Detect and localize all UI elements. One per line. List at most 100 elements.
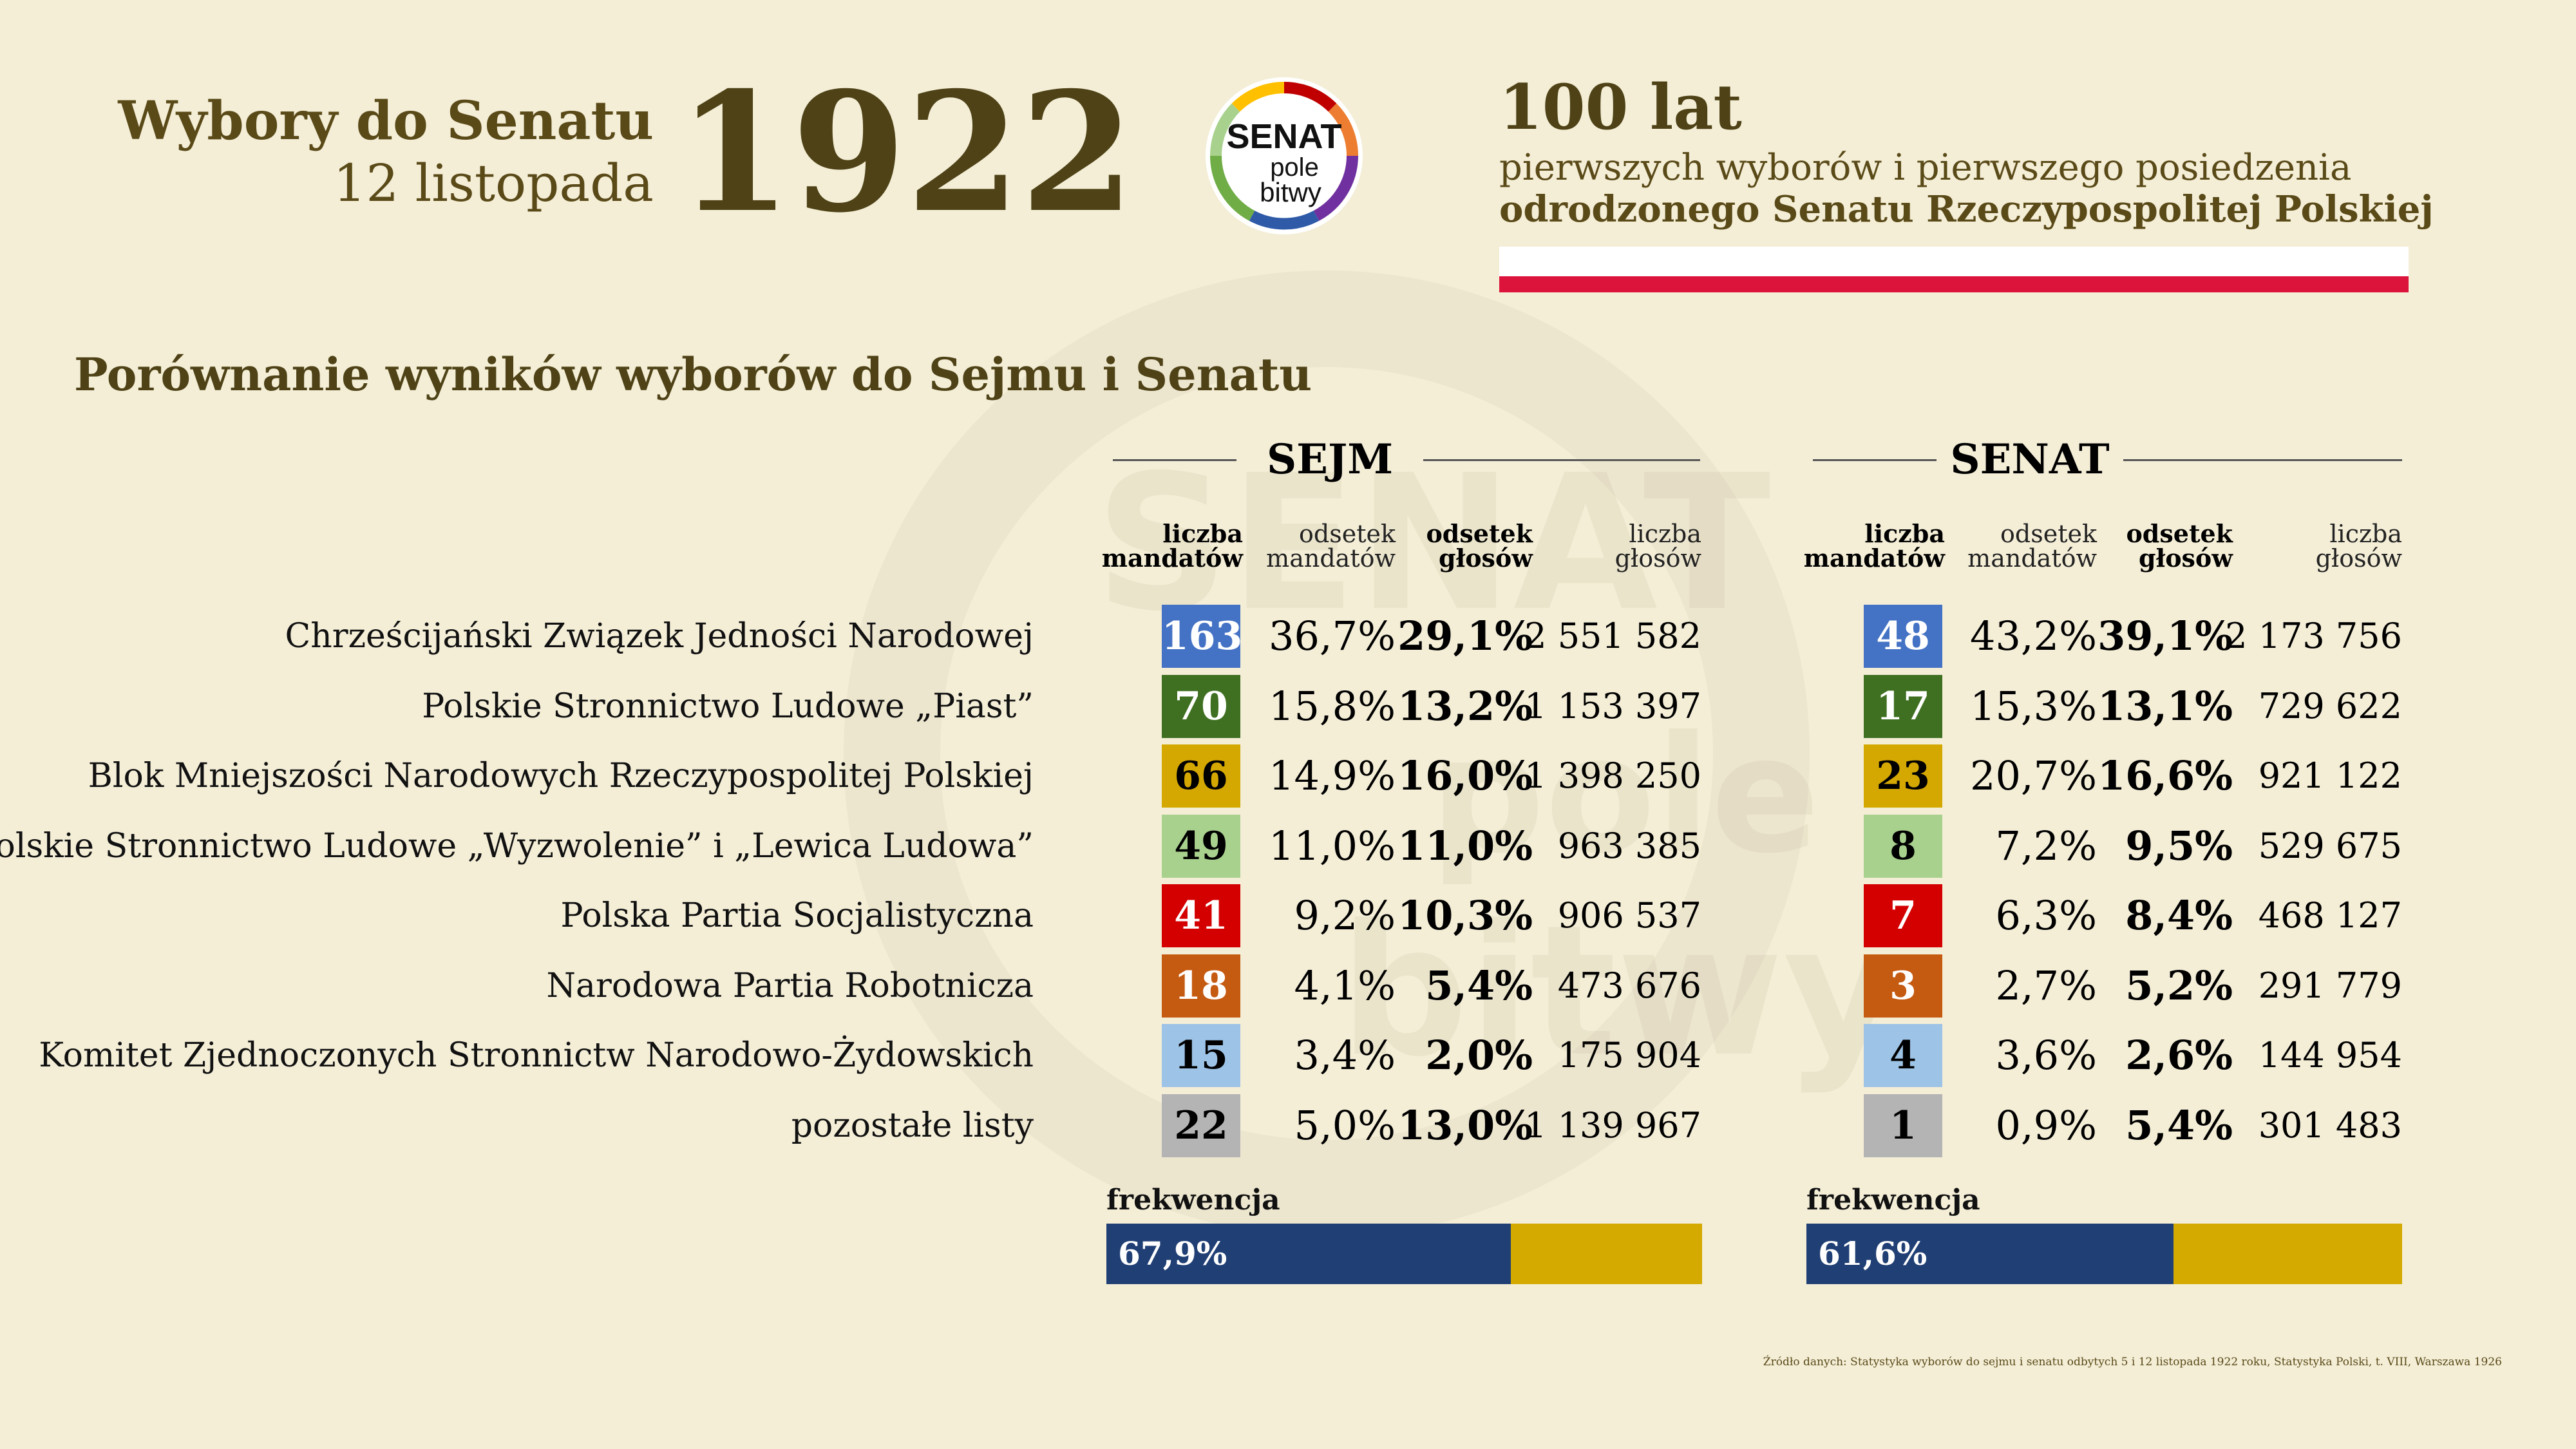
sejm-votes: 906 537 xyxy=(1557,895,1701,936)
senat-heading: SENAT xyxy=(1950,435,2110,484)
senat-vote-share: 16,6% xyxy=(2098,752,2233,799)
sejm-seat-share: 14,9% xyxy=(1269,752,1396,799)
sejm-seat-share: 5,0% xyxy=(1294,1101,1396,1149)
party-name: Blok Mniejszości Narodowych Rzeczypospol… xyxy=(88,757,1034,795)
senat-vote-share: 5,2% xyxy=(2125,961,2233,1009)
sejm-seat-share: 9,2% xyxy=(1294,892,1396,939)
party-name: Polska Partia Socjalistyczna xyxy=(560,896,1034,935)
sejm-turnout-fill xyxy=(1106,1224,1511,1284)
sejm-seat-box: 41 xyxy=(1162,884,1240,947)
watermark-text-bitwy: bitwy xyxy=(1340,887,1901,1097)
sejm-seat-box: 49 xyxy=(1162,814,1240,878)
sejm-colhdr-seats: liczba mandatów xyxy=(1101,519,1243,573)
senat-vote-share: 2,6% xyxy=(2125,1032,2233,1079)
party-name: Polskie Stronnictwo Ludowe „Piast” xyxy=(422,687,1034,726)
sejm-seat-share: 11,0% xyxy=(1269,822,1396,869)
senat-seat-share: 20,7% xyxy=(1970,752,2097,799)
senat-seat-share: 0,9% xyxy=(1995,1101,2097,1149)
logo-background xyxy=(1206,77,1363,234)
senat-vote-share: 8,4% xyxy=(2125,892,2233,939)
section-title: Porównanie wyników wyborów do Sejmu i Se… xyxy=(74,348,1312,401)
anniversary-subtitle-1: pierwszych wyborów i pierwszego posiedze… xyxy=(1499,147,2352,189)
senat-turnout-value: 61,6% xyxy=(1818,1235,1927,1273)
senat-vote-share: 9,5% xyxy=(2125,822,2233,869)
anniversary-title: 100 lat xyxy=(1499,71,1742,144)
logo-text-bitwy: bitwy xyxy=(1260,177,1321,207)
senat-vote-share: 13,1% xyxy=(2098,682,2233,730)
party-name: Chrześcijański Związek Jedności Narodowe… xyxy=(285,617,1034,656)
senat-seat-box: 17 xyxy=(1864,674,1942,738)
sejm-seat-box: 163 xyxy=(1162,605,1242,668)
senat-votes: 921 122 xyxy=(2258,755,2402,796)
senat-vote-share: 5,4% xyxy=(2125,1101,2233,1149)
sejm-turnout-label: frekwencja xyxy=(1106,1184,1280,1217)
sejm-heading-rule-right xyxy=(1423,459,1700,461)
senat-seat-share: 7,2% xyxy=(1995,822,2097,869)
sejm-votes: 1 139 967 xyxy=(1524,1104,1701,1146)
sejm-colhdr-vote-share: odsetek głosów xyxy=(1426,519,1533,573)
sejm-seat-box: 70 xyxy=(1162,674,1240,738)
sejm-colhdr-votes: liczba głosów xyxy=(1615,520,1701,573)
sejm-vote-share: 5,4% xyxy=(1425,961,1533,1009)
sejm-turnout-bar: 67,9% xyxy=(1106,1224,1702,1284)
senat-colhdr-seat-share: odsetek mandatów xyxy=(1967,520,2097,573)
senat-colhdr-seats: liczba mandatów xyxy=(1803,519,1945,573)
senat-seat-box: 8 xyxy=(1864,814,1942,878)
logo-arc-red xyxy=(1283,81,1337,112)
party-name: Komitet Zjednoczonych Stronnictw Narodow… xyxy=(39,1036,1034,1075)
senat-colhdr-vote-share: odsetek głosów xyxy=(2126,519,2233,573)
senat-seat-box: 3 xyxy=(1864,954,1942,1018)
logo-arc-blue xyxy=(1249,210,1320,230)
sejm-heading-rule-left xyxy=(1113,459,1236,461)
sejm-vote-share: 10,3% xyxy=(1397,892,1533,939)
senat-vote-share: 39,1% xyxy=(2098,612,2233,659)
senat-seat-box: 1 xyxy=(1864,1094,1942,1157)
sejm-seat-share: 36,7% xyxy=(1269,612,1396,659)
sejm-votes: 473 676 xyxy=(1557,965,1701,1006)
senat-turnout-bar: 61,6% xyxy=(1806,1224,2402,1284)
header-date: 12 listopada xyxy=(333,153,654,213)
senat-seat-share: 15,3% xyxy=(1970,682,2097,730)
senat-votes: 291 779 xyxy=(2258,965,2402,1006)
senat-seat-share: 3,6% xyxy=(1995,1032,2097,1079)
source-note: Źródło danych: Statystyka wyborów do sej… xyxy=(1763,1356,2502,1368)
party-name: Narodowa Partia Robotnicza xyxy=(546,966,1034,1005)
senat-seat-box: 48 xyxy=(1864,605,1942,668)
logo-text-pole: pole xyxy=(1270,153,1319,182)
sejm-votes: 1 398 250 xyxy=(1524,755,1701,796)
sejm-seat-box: 66 xyxy=(1162,744,1240,808)
sejm-vote-share: 13,0% xyxy=(1397,1101,1533,1149)
senat-heading-rule-right xyxy=(2123,459,2402,461)
senat-seat-box: 7 xyxy=(1864,884,1942,947)
sejm-seat-box: 15 xyxy=(1162,1024,1240,1087)
sejm-seat-share: 15,8% xyxy=(1269,682,1396,730)
anniversary-subtitle-2: odrodzonego Senatu Rzeczypospolitej Pols… xyxy=(1499,188,2434,231)
senat-votes: 468 127 xyxy=(2258,895,2402,936)
logo-arc-orange xyxy=(1328,103,1359,156)
senat-pole-bitwy-logo: SENAT pole bitwy xyxy=(1206,77,1363,234)
logo-arc-yellow xyxy=(1231,81,1285,112)
header-year: 1922 xyxy=(677,57,1135,249)
senat-votes: 529 675 xyxy=(2258,825,2402,866)
watermark-text-pole: pole xyxy=(1430,701,1820,889)
senat-heading-rule-left xyxy=(1813,459,1937,461)
sejm-seat-box: 18 xyxy=(1162,954,1240,1018)
senat-turnout-fill xyxy=(1806,1224,2174,1284)
sejm-votes: 963 385 xyxy=(1557,825,1701,866)
senat-seat-box: 23 xyxy=(1864,744,1942,808)
sejm-vote-share: 29,1% xyxy=(1397,612,1533,659)
sejm-vote-share: 16,0% xyxy=(1397,752,1533,799)
sejm-seat-box: 22 xyxy=(1162,1094,1240,1157)
sejm-seat-share: 4,1% xyxy=(1294,961,1396,1009)
senat-votes: 729 622 xyxy=(2258,685,2402,726)
senat-seat-share: 2,7% xyxy=(1995,961,2097,1009)
sejm-turnout-value: 67,9% xyxy=(1118,1235,1227,1273)
senat-votes: 144 954 xyxy=(2258,1035,2402,1075)
flag-white-stripe xyxy=(1499,247,2409,276)
flag-red-stripe xyxy=(1499,276,2409,292)
senat-turnout-label: frekwencja xyxy=(1806,1184,1980,1217)
sejm-votes: 175 904 xyxy=(1557,1035,1701,1075)
sejm-colhdr-seat-share: odsetek mandatów xyxy=(1266,520,1396,573)
party-name: Polskie Stronnictwo Ludowe „Wyzwolenie” … xyxy=(0,826,1034,866)
logo-arc-purple xyxy=(1313,155,1358,221)
